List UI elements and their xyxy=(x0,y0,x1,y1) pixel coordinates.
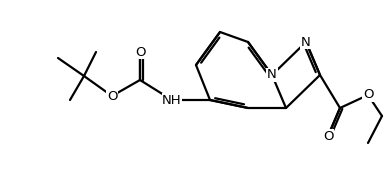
Text: N: N xyxy=(301,35,311,48)
Text: O: O xyxy=(323,130,333,143)
Text: O: O xyxy=(135,45,145,58)
Text: NH: NH xyxy=(162,93,182,107)
Text: N: N xyxy=(267,69,277,81)
Text: O: O xyxy=(107,89,117,102)
Text: O: O xyxy=(363,89,373,102)
